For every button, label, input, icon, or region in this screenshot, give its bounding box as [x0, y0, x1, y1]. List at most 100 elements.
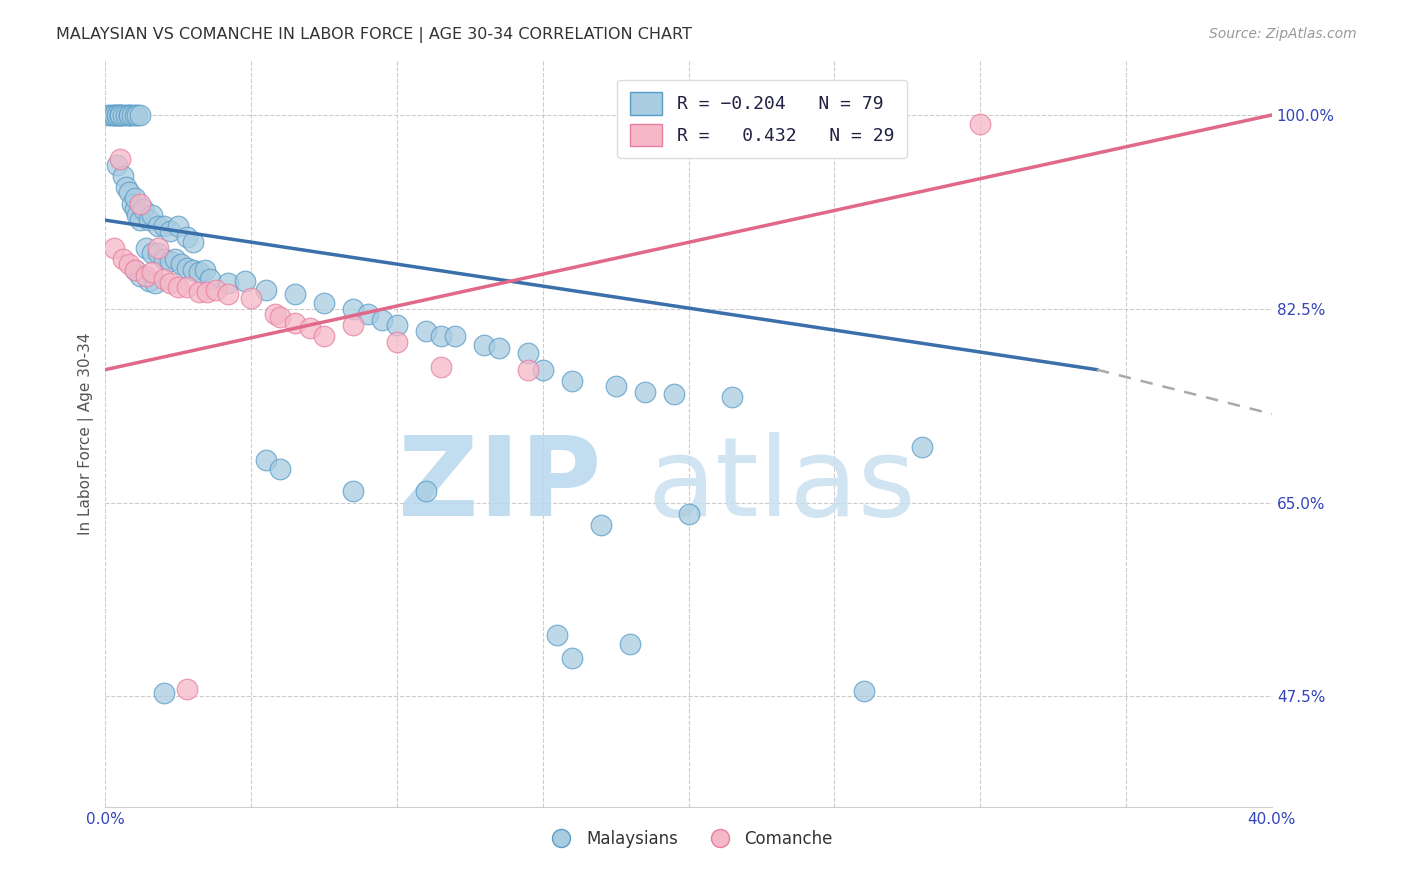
Point	[217, 287, 239, 301]
Point	[127, 108, 149, 122]
Point	[415, 484, 437, 499]
Y-axis label: In Labor Force | Age 30-34: In Labor Force | Age 30-34	[79, 332, 94, 534]
Point	[429, 329, 451, 343]
Point	[141, 246, 163, 260]
Point	[121, 108, 143, 122]
Point	[882, 121, 904, 136]
Point	[165, 252, 187, 266]
Point	[284, 316, 307, 330]
Point	[240, 291, 263, 305]
Point	[135, 241, 157, 255]
Point	[124, 263, 146, 277]
Text: Source: ZipAtlas.com: Source: ZipAtlas.com	[1209, 27, 1357, 41]
Point	[124, 263, 146, 277]
Point	[254, 283, 277, 297]
Point	[108, 153, 131, 167]
Point	[385, 334, 408, 349]
Point	[143, 277, 166, 291]
Point	[721, 390, 744, 404]
Point	[111, 169, 134, 183]
Point	[103, 108, 125, 122]
Point	[111, 108, 134, 122]
Point	[205, 283, 228, 297]
Point	[546, 628, 568, 642]
Point	[314, 296, 336, 310]
Point	[561, 374, 583, 388]
Point	[193, 263, 215, 277]
Point	[118, 186, 141, 200]
Text: MALAYSIAN VS COMANCHE IN LABOR FORCE | AGE 30-34 CORRELATION CHART: MALAYSIAN VS COMANCHE IN LABOR FORCE | A…	[56, 27, 692, 43]
Point	[176, 260, 198, 275]
Point	[108, 108, 131, 122]
Point	[111, 252, 134, 266]
Point	[429, 360, 451, 375]
Point	[146, 241, 169, 255]
Point	[678, 507, 700, 521]
Text: atlas: atlas	[648, 432, 917, 539]
Point	[181, 263, 204, 277]
Point	[124, 202, 146, 216]
Point	[103, 241, 125, 255]
Point	[517, 362, 540, 376]
Point	[531, 362, 554, 376]
Text: ZIP: ZIP	[398, 432, 602, 539]
Point	[141, 265, 163, 279]
Point	[187, 285, 209, 300]
Point	[132, 202, 155, 216]
Point	[517, 346, 540, 360]
Point	[269, 462, 291, 476]
Point	[146, 219, 169, 233]
Point	[235, 274, 257, 288]
Point	[444, 329, 467, 343]
Point	[298, 320, 321, 334]
Point	[591, 517, 613, 532]
Point	[561, 650, 583, 665]
Point	[152, 219, 174, 233]
Point	[200, 272, 222, 286]
Point	[114, 108, 136, 122]
Point	[105, 158, 128, 172]
Point	[118, 108, 141, 122]
Point	[167, 279, 190, 293]
Point	[415, 324, 437, 338]
Point	[176, 279, 198, 293]
Point	[152, 686, 174, 700]
Point	[124, 108, 146, 122]
Point	[284, 287, 307, 301]
Point	[159, 254, 181, 268]
Point	[167, 219, 190, 233]
Point	[342, 318, 364, 333]
Point	[634, 384, 657, 399]
Point	[146, 246, 169, 260]
Point	[176, 681, 198, 696]
Point	[269, 310, 291, 324]
Point	[170, 257, 193, 271]
Point	[969, 117, 991, 131]
Point	[357, 307, 380, 321]
Point	[474, 338, 496, 352]
Point	[488, 341, 510, 355]
Point	[124, 191, 146, 205]
Point	[176, 229, 198, 244]
Point	[114, 180, 136, 194]
Point	[108, 108, 131, 122]
Point	[263, 307, 285, 321]
Point	[127, 208, 149, 222]
Point	[138, 213, 160, 227]
Point	[385, 318, 408, 333]
Point	[129, 196, 152, 211]
Point	[118, 257, 141, 271]
Point	[159, 277, 181, 291]
Point	[97, 108, 120, 122]
Point	[605, 379, 627, 393]
Point	[181, 235, 204, 250]
Point	[619, 637, 641, 651]
Point	[129, 108, 152, 122]
Point	[105, 108, 128, 122]
Point	[911, 440, 934, 454]
Point	[129, 268, 152, 283]
Point	[342, 301, 364, 316]
Point	[108, 108, 131, 122]
Point	[187, 265, 209, 279]
Point	[852, 683, 875, 698]
